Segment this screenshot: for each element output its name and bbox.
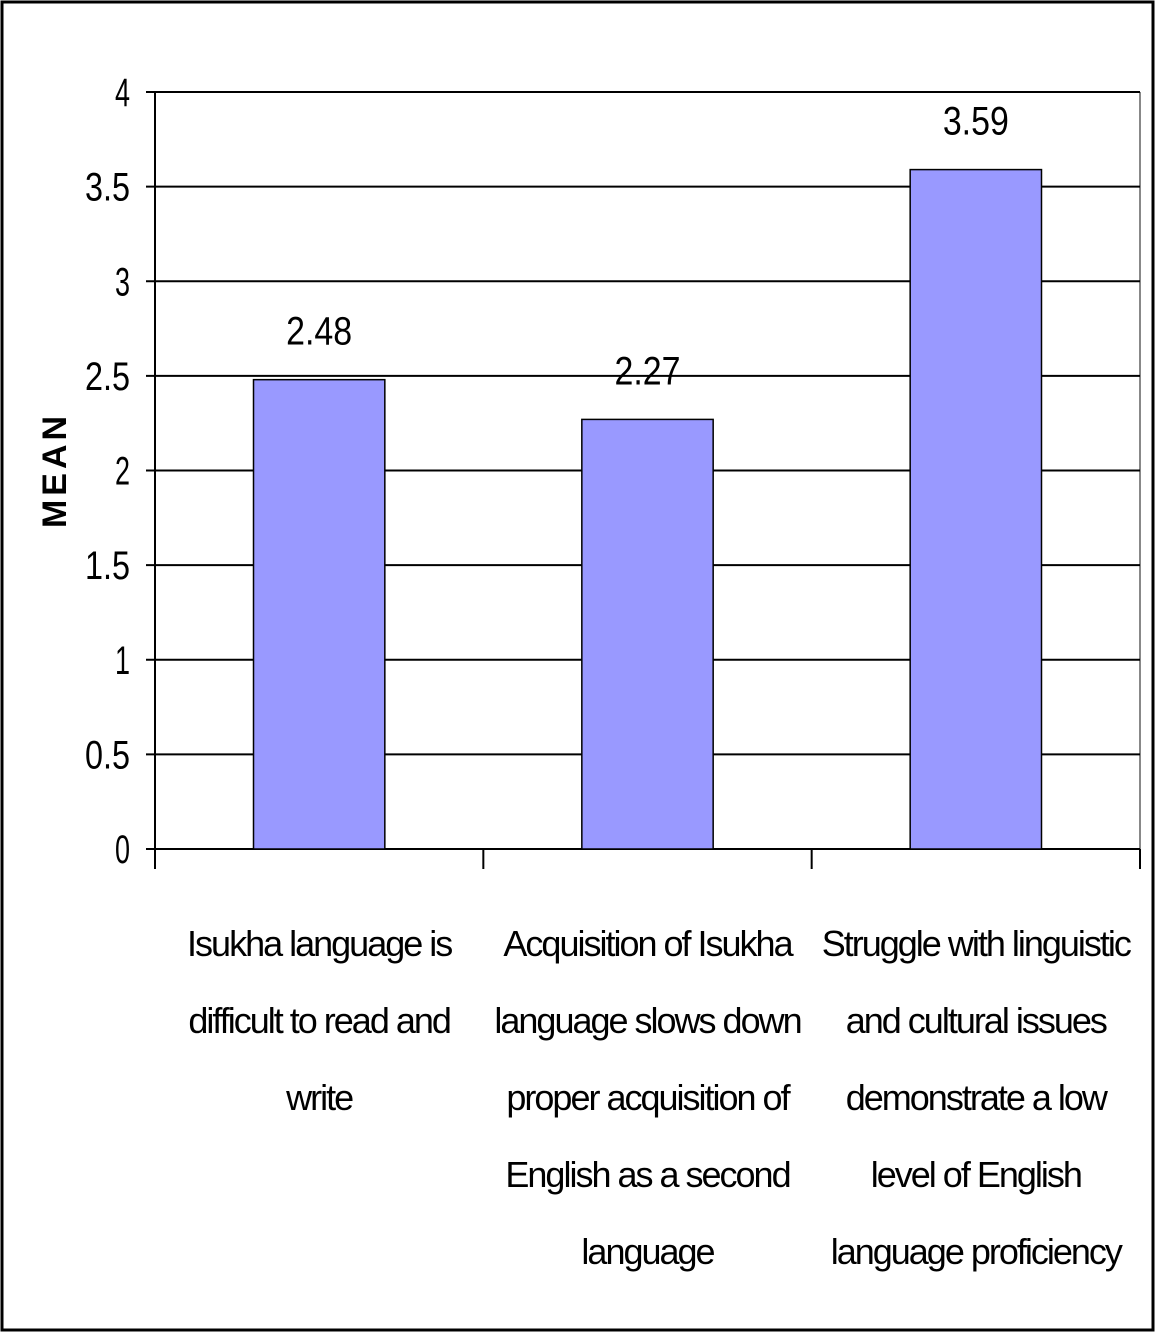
y-tick-label: 2: [115, 450, 130, 494]
x-tick-label: Acquisition of Isukha language slows dow…: [494, 923, 802, 1272]
y-tick-label: 3.5: [85, 166, 130, 210]
x-tick-label: Isukha language is difficult to read and…: [187, 923, 453, 1118]
y-tick-label: 1: [115, 639, 130, 683]
y-tick-label: 1.5: [85, 544, 130, 588]
y-tick-label: 0.5: [85, 733, 130, 777]
y-tick-label: 3: [115, 260, 130, 304]
y-tick-label: 2.5: [85, 355, 130, 399]
bar: [252, 378, 386, 850]
y-axis-label: MEAN: [36, 412, 74, 528]
bar: [581, 418, 714, 850]
value-label: 2.27: [615, 349, 681, 393]
y-tick-label: 0: [115, 828, 130, 872]
value-label: 2.48: [286, 310, 352, 354]
bar: [909, 168, 1043, 850]
x-tick-label: Struggle with linguistic and cultural is…: [821, 923, 1132, 1272]
value-label: 3.59: [943, 100, 1009, 144]
y-tick-label: 4: [115, 71, 130, 115]
